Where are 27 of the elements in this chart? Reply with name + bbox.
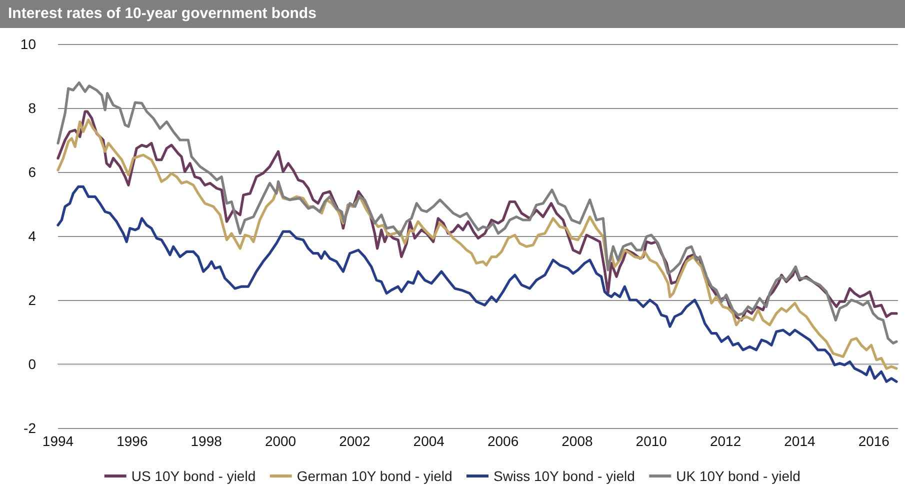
x-tick-label: 1998 [190,433,222,449]
y-tick-label: 0 [28,356,36,372]
y-tick-label: -2 [24,420,36,436]
x-tick-label: 1996 [116,433,148,449]
y-tick-label: 8 [28,100,36,116]
line-series [56,118,898,370]
x-tick-label: 2006 [487,433,519,449]
x-tick-label: 2016 [858,433,890,449]
x-tick-label: 2004 [413,433,445,449]
x-tick-label: 2002 [339,433,370,449]
line-series [56,185,898,383]
legend-label: German 10Y bond - yield [296,468,452,484]
line-series [56,81,898,344]
x-tick-label: 2000 [264,433,296,449]
legend-label: UK 10Y bond - yield [676,468,800,484]
y-tick-label: 4 [28,228,36,244]
y-tick-label: 10 [20,36,36,52]
y-tick-label: 2 [28,292,36,308]
x-tick-label: 2012 [710,433,742,449]
legend-label: Swiss 10Y bond - yield [494,468,635,484]
x-tick-label: 1994 [42,433,74,449]
x-tick-label: 2010 [636,433,668,449]
chart-title: Interest rates of 10-year government bonds [8,5,316,22]
y-tick-label: 6 [28,164,36,180]
x-tick-label: 2008 [562,433,593,449]
legend-label: US 10Y bond - yield [131,468,256,484]
x-tick-label: 2014 [784,433,816,449]
